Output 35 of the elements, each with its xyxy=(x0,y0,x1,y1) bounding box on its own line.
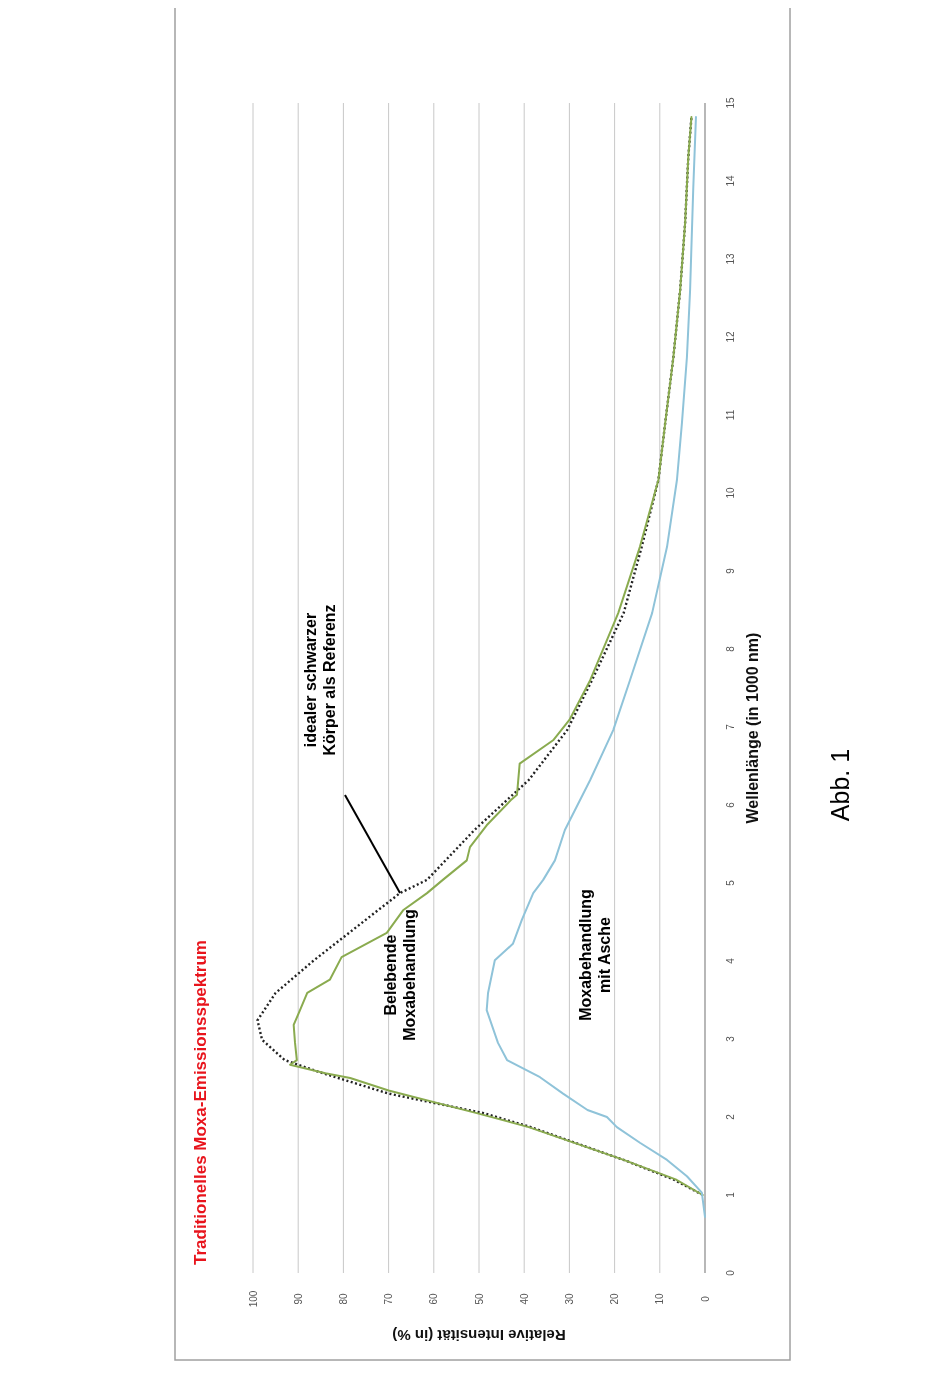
annotation: Moxabehandlung mit Asche xyxy=(577,889,614,1021)
x-tick-label: 50 xyxy=(473,1293,485,1305)
x-tick-label: 90 xyxy=(292,1293,304,1305)
x-tick-label: 70 xyxy=(383,1293,395,1305)
x-tick-label: 40 xyxy=(518,1293,530,1305)
x-tick-label: 10 xyxy=(654,1293,666,1305)
y-tick-label: 9 xyxy=(724,567,736,574)
y-tick-label: 13 xyxy=(724,253,736,265)
y-axis-title: Wellenlänge (in 1000 nm) xyxy=(743,632,761,824)
x-tick-label: 0 xyxy=(699,1295,711,1302)
y-tick-label: 0 xyxy=(724,1269,736,1276)
y-tick-label: 5 xyxy=(724,879,736,886)
y-tick-label: 7 xyxy=(724,723,736,730)
y-tick-label: 11 xyxy=(724,409,736,421)
y-tick-label: 1 xyxy=(724,1191,736,1198)
y-tick-label: 6 xyxy=(724,801,736,808)
y-tick-label: 8 xyxy=(724,645,736,652)
line-series xyxy=(485,116,706,1218)
annotation: idealer schwarzer Körper als Referenz xyxy=(302,604,339,756)
y-tick-label: 12 xyxy=(724,331,736,343)
x-tick-label: 30 xyxy=(563,1293,575,1305)
y-tick-label: 3 xyxy=(724,1035,736,1042)
text: Traditionelles Moxa-Emissionsspektrum xyxy=(190,940,210,1265)
x-tick-label: 100 xyxy=(247,1290,259,1308)
x-tick-label: 60 xyxy=(428,1293,440,1305)
y-tick-label: 2 xyxy=(724,1113,736,1120)
y-tick-label: 15 xyxy=(724,97,736,109)
x-axis-title: Relative Intensität (in %) xyxy=(392,1326,566,1344)
x-tick-label: 20 xyxy=(609,1293,621,1305)
caption: Abb. 1 xyxy=(825,748,854,822)
y-tick-label: 10 xyxy=(724,487,736,499)
annotation: Belebende Moxabehandlung xyxy=(382,909,419,1041)
y-tick-label: 4 xyxy=(724,957,736,964)
x-tick-label: 80 xyxy=(337,1293,349,1305)
y-tick-label: 14 xyxy=(724,175,736,187)
